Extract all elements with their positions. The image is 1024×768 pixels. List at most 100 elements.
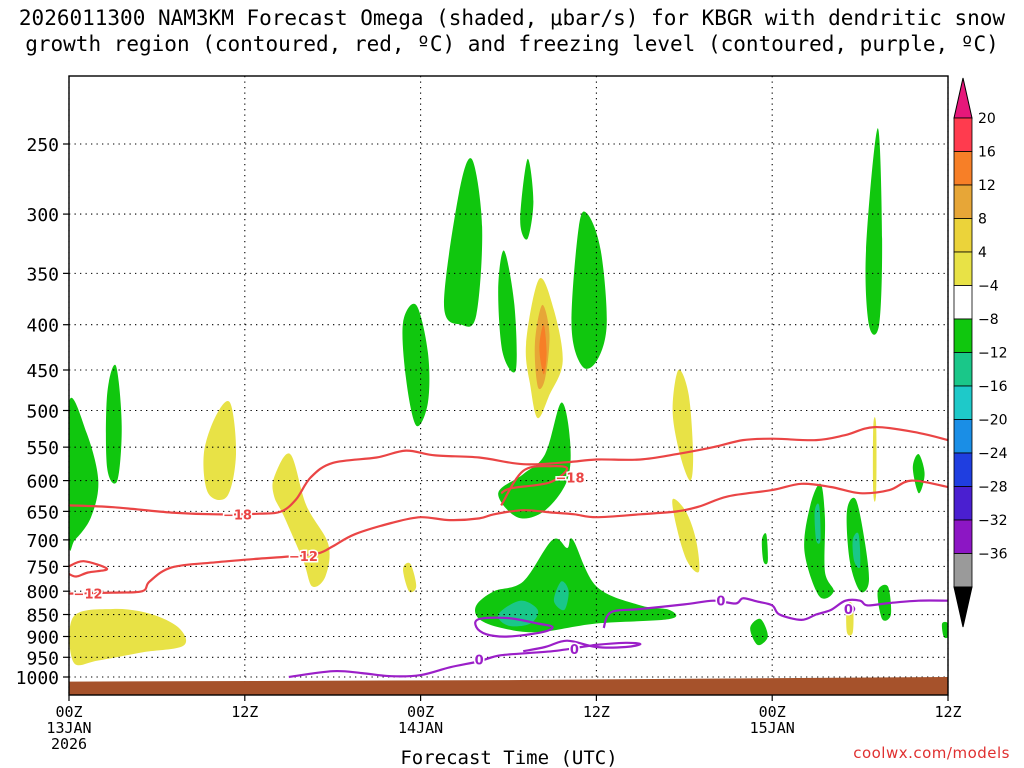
freezing-contour-3 (844, 604, 856, 616)
dgz-contour-1 (69, 479, 948, 595)
x-tick-label-24-1: 14JAN (398, 719, 443, 737)
omega-region-24 (865, 128, 883, 335)
omega-region-1 (105, 364, 122, 484)
freezing-label-2: 0 (716, 595, 725, 610)
ground-layer (69, 677, 948, 695)
omega-region-16 (497, 600, 539, 627)
colorbar-label-4: 4 (978, 245, 987, 261)
freezing-label-1: 0 (570, 643, 579, 658)
omega-region-29 (750, 618, 768, 646)
x-tick-label-24-0: 00Z (407, 703, 434, 721)
y-tick-label-350: 350 (26, 264, 59, 285)
omega-region-28 (912, 453, 925, 494)
freezing-label-3: 0 (844, 603, 853, 618)
colorbar-label-9: −20 (978, 413, 1008, 429)
colorbar-swatch-6 (953, 318, 973, 353)
y-tick-label-600: 600 (26, 472, 59, 493)
omega-region-8 (498, 250, 517, 373)
freezing-contour-0 (288, 639, 642, 679)
dgz-label-3: −18 (556, 471, 585, 486)
y-tick-label-900: 900 (26, 627, 59, 648)
omega-region-7 (443, 158, 483, 327)
chart-title-line-1: 2026011300 NAM3KM Forecast Omega (shaded… (18, 6, 1006, 30)
omega-region-0 (69, 397, 99, 551)
dgz-contour-0 (69, 425, 948, 516)
contour-layer: −18 −12 −12 −18 0 0 0 0 (69, 425, 948, 679)
omega-region-10 (571, 211, 607, 369)
omega-region-26 (872, 417, 877, 502)
omega-region-21 (814, 503, 821, 544)
colorbar-label-13: −36 (978, 547, 1008, 563)
y-tick-label-800: 800 (26, 582, 59, 603)
y-tick-label-650: 650 (26, 502, 59, 523)
ground-surface (69, 677, 948, 695)
omega-region-18 (672, 369, 694, 481)
omega-region-3 (203, 400, 237, 501)
y-tick-label-500: 500 (26, 402, 59, 423)
freezing-contour-2 (602, 597, 948, 629)
colorbar-swatch-1 (953, 151, 973, 186)
x-tick-label-0-1: 13JAN (46, 719, 91, 737)
colorbar-label-10: −24 (978, 446, 1008, 462)
freezing-label-0: 0 (475, 653, 484, 668)
omega-region-9 (520, 158, 534, 240)
colorbar-swatch-7 (953, 352, 973, 387)
omega-region-13 (539, 324, 547, 375)
colorbar-swatch-13 (953, 553, 973, 588)
colorbar-swatch-2 (953, 184, 973, 219)
colorbar-swatch-0 (953, 117, 973, 152)
y-tick-label-400: 400 (26, 316, 59, 337)
omega-region-6 (402, 303, 430, 427)
x-tick-label-48-1: 15JAN (750, 719, 795, 737)
y-tick-label-750: 750 (26, 557, 59, 578)
omega-shading-layer (69, 128, 948, 666)
omega-region-23 (852, 532, 861, 569)
omega-region-31 (761, 533, 768, 565)
colorbar-label-1: 16 (978, 145, 996, 161)
colorbar-swatch-11 (953, 486, 973, 521)
grid-layer (68, 76, 949, 695)
omega-region-27 (846, 602, 854, 636)
colorbar-label-6: −8 (978, 312, 999, 328)
x-tick-label-0-2: 2026 (51, 735, 87, 753)
y-tick-label-250: 250 (26, 135, 59, 156)
omega-region-17 (553, 581, 569, 611)
omega-region-14 (498, 402, 571, 519)
colorbar-label-2: 12 (978, 178, 996, 194)
colorbar-label-7: −12 (978, 346, 1008, 362)
x-tick-label-48-0: 00Z (759, 703, 786, 721)
x-tick-label-60-0: 12Z (934, 703, 961, 721)
omega-region-19 (672, 498, 700, 573)
dgz-contour-3 (500, 465, 569, 506)
colorbar-swatch-5 (953, 285, 973, 320)
colorbar-label-5: −4 (978, 279, 999, 295)
omega-region-30 (941, 621, 948, 639)
x-axis-label: Forecast Time (UTC) (400, 747, 617, 768)
plot-frame (68, 75, 949, 696)
colorbar-swatch-8 (953, 385, 973, 420)
colorbar-swatch-4 (953, 251, 973, 286)
y-tick-label-1000: 1000 (16, 668, 59, 689)
colorbar-swatch-10 (953, 452, 973, 487)
y-tick-label-950: 950 (26, 648, 59, 669)
freezing-contour-1 (474, 616, 554, 638)
y-axis: 2503003504004505005506006507007508008509… (16, 135, 69, 689)
colorbar-swatch-12 (953, 519, 973, 554)
colorbar-label-0: 20 (978, 111, 996, 127)
omega-region-5 (402, 562, 417, 593)
colorbar-label-12: −32 (978, 513, 1008, 529)
omega-region-2 (69, 608, 187, 666)
colorbar-label-3: 8 (978, 212, 987, 228)
y-tick-label-700: 700 (26, 531, 59, 552)
chart-title-line-2: growth region (contoured, red, ºC) and f… (25, 32, 999, 56)
colorbar-label-8: −16 (978, 379, 1008, 395)
colorbar: 20 16 12 8 4 −4 −8 −12 −16 −20 −24 −28 −32 −36 (953, 77, 1008, 628)
source-credit[interactable]: coolwx.com/models (853, 744, 1010, 762)
colorbar-label-11: −28 (978, 480, 1008, 496)
dgz-label-0: −18 (223, 508, 252, 523)
plot-frame-layer (68, 75, 949, 696)
dgz-contour-2 (69, 560, 109, 578)
x-tick-label-0-0: 00Z (55, 703, 82, 721)
